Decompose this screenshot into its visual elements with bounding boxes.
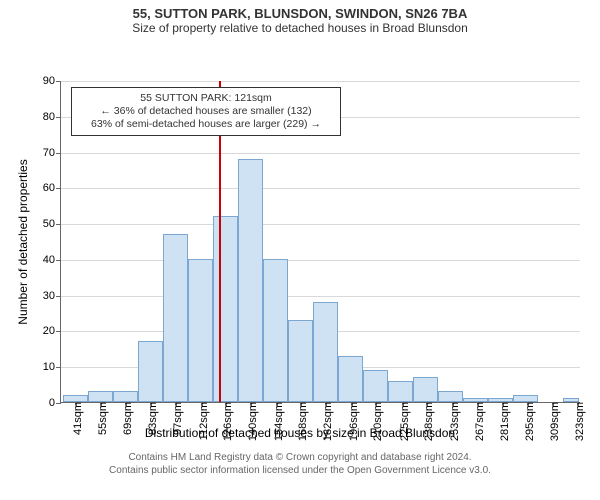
attribution-line-1: Contains HM Land Registry data © Crown c… [0,452,600,465]
histogram-bar [438,391,463,402]
gridline [61,260,580,261]
ytick-label: 20 [43,325,61,337]
histogram-bar [238,159,263,402]
ytick-label: 0 [49,397,61,409]
histogram-bar [213,216,238,402]
ytick-label: 70 [43,147,61,159]
ytick-label: 10 [43,361,61,373]
histogram-bar [363,370,388,402]
ytick-label: 30 [43,290,61,302]
histogram-bar [563,398,579,402]
chart-title: 55, SUTTON PARK, BLUNSDON, SWINDON, SN26… [0,0,600,21]
ytick-label: 60 [43,182,61,194]
gridline [61,296,580,297]
ytick-label: 90 [43,75,61,87]
x-axis-label: Distribution of detached houses by size … [0,426,600,440]
ytick-label: 80 [43,111,61,123]
histogram-bar [288,320,313,402]
annotation-line: 55 SUTTON PARK: 121sqm [78,92,334,105]
histogram-bar [188,259,213,402]
histogram-bar [313,302,338,402]
gridline [61,224,580,225]
histogram-bar [513,395,538,402]
histogram-bar [63,395,88,402]
gridline [61,81,580,82]
histogram-bar [163,234,188,402]
histogram-bar [413,377,438,402]
plot-area: 010203040506070809041sqm55sqm69sqm83sqm9… [60,81,580,403]
y-axis-label: Number of detached properties [16,159,30,324]
histogram-bar [388,381,413,402]
histogram-bar [488,398,513,402]
histogram-bar [263,259,288,402]
ytick-label: 40 [43,254,61,266]
gridline [61,188,580,189]
annotation-box: 55 SUTTON PARK: 121sqm← 36% of detached … [71,87,341,136]
histogram-bar [88,391,113,402]
histogram-bar [113,391,138,402]
ytick-label: 50 [43,218,61,230]
annotation-line: 63% of semi-detached houses are larger (… [78,118,334,131]
attribution-line-2: Contains public sector information licen… [0,465,600,478]
chart-subtitle: Size of property relative to detached ho… [0,21,600,35]
histogram-bar [138,341,163,402]
attribution-text: Contains HM Land Registry data © Crown c… [0,452,600,477]
annotation-line: ← 36% of detached houses are smaller (13… [78,105,334,118]
histogram-bar [338,356,363,403]
gridline [61,153,580,154]
histogram-bar [463,398,488,402]
